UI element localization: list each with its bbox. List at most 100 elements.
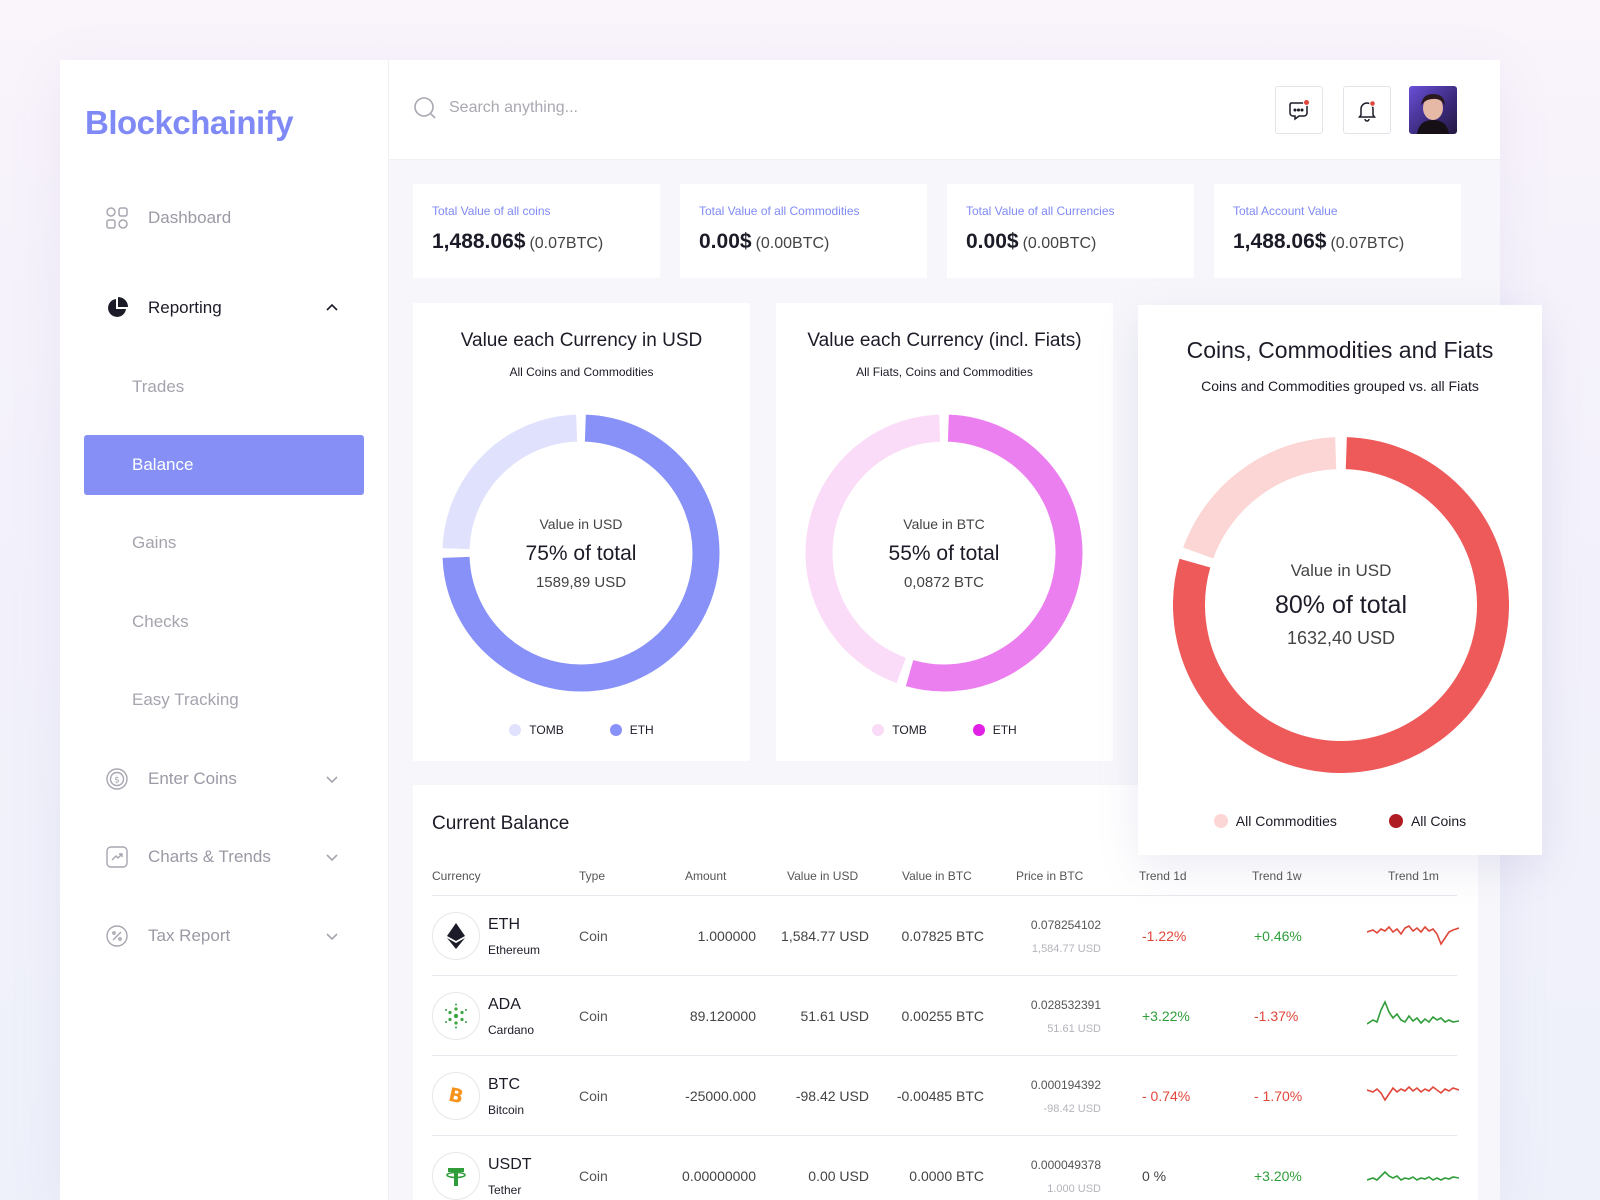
column-header-price-btc[interactable]: Price in BTC [1016,869,1084,883]
chart-card-usd: Value each Currency in USD All Coins and… [413,303,750,761]
table-row[interactable]: USDT Tether Coin 0.00000000 0.00 USD 0.0… [432,1136,1459,1200]
donut-center-percent: 75% of total [525,541,637,565]
table-row[interactable]: ADA Cardano Coin 89.120000 51.61 USD 0.0… [432,976,1459,1056]
stat-card-coins: Total Value of all coins 1,488.06$ (0.07B… [413,184,660,278]
sidebar-item-tax-report[interactable]: Tax Report [84,906,364,966]
column-header-trend-1d[interactable]: Trend 1d [1139,869,1187,883]
stat-value-usd: 0.00$ [966,230,1019,253]
value-btc: 0.07825 BTC [901,928,985,944]
app-logo[interactable]: Blockchainify [85,104,294,141]
svg-text:$: $ [114,776,120,786]
sidebar-subitem-trades[interactable]: Trades [132,377,185,396]
chart-subtitle: Coins and Commodities grouped vs. all Fi… [1201,378,1479,394]
sidebar: Blockchainify Dashboard Reporting Trades… [60,60,389,1200]
column-header-currency[interactable]: Currency [432,869,481,883]
trend-chart-icon [104,844,130,870]
sidebar-item-enter-coins[interactable]: $ Enter Coins [84,749,364,809]
sidebar-subitem-gains[interactable]: Gains [132,533,177,552]
donut-segment-eth[interactable] [442,414,720,692]
amount: -25000.000 [685,1088,756,1104]
value-usd: -98.42 USD [795,1088,869,1104]
sparkline-1m [1367,1170,1459,1181]
stat-card-commodities: Total Value of all Commodities 0.00$ (0.0… [680,184,927,278]
column-header-amount[interactable]: Amount [685,869,727,883]
sidebar-item-label: Reporting [148,298,222,317]
legend-item[interactable]: ETH [609,723,654,737]
donut-center-value: 1632,40 USD [1286,628,1396,648]
trend-1w: - 1.70% [1254,1088,1303,1104]
donut-center: Value in USD 75% of total 1589,89 USD [439,411,723,695]
table-row[interactable]: B BTC Bitcoin Coin -25000.000 -98.42 USD… [432,1056,1459,1136]
stat-value: 1,488.06$ (0.07BTC) [1233,230,1442,254]
legend-dot [609,724,622,736]
donut-center-label: Value in USD [1290,561,1392,580]
legend-item[interactable]: TOMB [509,723,564,737]
legend-item[interactable]: TOMB [872,723,927,737]
messages-button[interactable] [1275,86,1323,134]
chart-subtitle: All Coins and Commodities [509,365,654,379]
legend-item[interactable]: All Coins [1388,813,1466,829]
sparkline-1m [1367,1000,1459,1025]
donut-svg [805,414,1083,692]
notifications-button[interactable] [1343,86,1391,134]
donut-center: Value in BTC 55% of total 0,0872 BTC [802,411,1086,695]
donut-segment-eth[interactable] [905,414,1083,692]
stat-value-usd: 0.00$ [699,230,752,253]
legend-item[interactable]: All Commodities [1213,813,1337,829]
stat-card-currencies: Total Value of all Currencies 0.00$ (0.00… [947,184,1194,278]
sidebar-item-charts-trends[interactable]: Charts & Trends [84,827,364,887]
currency-type: Coin [579,1008,608,1024]
sidebar-item-reporting[interactable]: Reporting [84,278,364,338]
chart-card-coins-commodities-fiats: Coins, Commodities and Fiats Coins and C… [1138,305,1542,855]
trend-1w: +0.46% [1254,928,1302,944]
legend-label: ETH [629,723,654,737]
search-input[interactable] [449,99,849,117]
legend-dot [972,724,985,736]
donut-center-percent: 80% of total [1274,591,1408,619]
stat-value-usd: 1,488.06$ [1233,230,1327,253]
chart-title: Value each Currency in USD [460,330,703,351]
table-row[interactable]: ETH Ethereum Coin 1.000000 1,584.77 USD … [432,896,1459,976]
search-bar [413,96,849,120]
tether-icon [432,1152,480,1200]
sidebar-item-dashboard[interactable]: Dashboard [84,188,364,248]
donut-chart[interactable]: Value in BTC 55% of total 0,0872 BTC [802,411,1086,695]
dollar-coin-icon: $ [104,766,130,792]
sidebar-subitem-checks[interactable]: Checks [132,612,189,631]
donut-center-label: Value in BTC [903,515,985,532]
donut-segment-tomb[interactable] [442,414,578,550]
donut-chart[interactable]: Value in USD 80% of total 1632,40 USD [1173,437,1509,773]
donut-segment-all-commodities[interactable] [1183,437,1337,559]
dashboard-grid-icon [104,205,130,231]
stat-value-btc: (0.07BTC) [529,235,604,252]
search-icon [414,97,436,119]
currency-symbol: ADA [488,996,521,1013]
donut-svg [1173,437,1509,773]
stat-label: Total Value of all Commodities [699,204,860,218]
value-btc: 0.0000 BTC [909,1168,984,1184]
stat-value: 0.00$ (0.00BTC) [699,230,908,254]
legend-label: TOMB [892,723,927,737]
donut-segment-tomb[interactable] [805,414,941,684]
column-header-value-btc[interactable]: Value in BTC [902,869,972,883]
legend-item[interactable]: ETH [972,723,1017,737]
price-usd: -98.42 USD [1043,1103,1101,1115]
chart-title: Value each Currency (incl. Fiats) [807,330,1082,351]
amount: 1.000000 [697,928,756,944]
trend-1w: +3.20% [1254,1168,1302,1184]
currency-symbol: BTC [488,1076,520,1093]
column-header-trend-1w[interactable]: Trend 1w [1252,869,1302,883]
donut-svg [442,414,720,692]
user-avatar-icon [1417,94,1449,134]
sidebar-subitem-easy-tracking[interactable]: Easy Tracking [132,690,239,709]
donut-chart[interactable]: Value in USD 75% of total 1589,89 USD [439,411,723,695]
donut-segment-all-coins[interactable] [1173,437,1509,773]
stat-value-usd: 1,488.06$ [432,230,526,253]
sidebar-subitem-balance[interactable]: Balance [84,435,364,495]
column-header-type[interactable]: Type [579,869,606,883]
avatar[interactable] [1409,86,1457,134]
column-header-trend-1m[interactable]: Trend 1m [1388,869,1439,883]
price-btc: 0.078254102 [1030,918,1101,932]
currency-symbol: ETH [488,916,520,933]
column-header-value-usd[interactable]: Value in USD [787,869,859,883]
